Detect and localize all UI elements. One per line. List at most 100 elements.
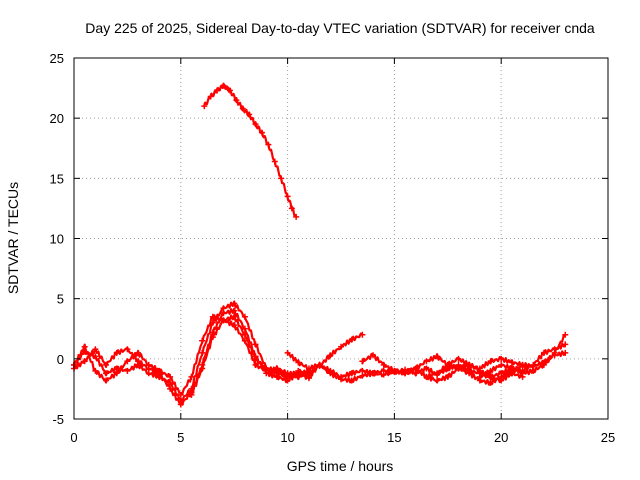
data-point [498, 361, 505, 368]
data-point [327, 367, 334, 374]
data-point [177, 391, 184, 398]
data-point [103, 377, 110, 384]
data-point [81, 343, 88, 350]
data-point [562, 349, 569, 356]
data-point [455, 355, 462, 362]
data-point [124, 367, 131, 374]
data-point [380, 371, 387, 378]
data-point [402, 370, 409, 377]
x-tick-label: 5 [177, 430, 184, 445]
data-point [295, 373, 302, 380]
x-axis-label: GPS time / hours [287, 458, 394, 474]
data-point [487, 379, 494, 386]
data-point [284, 371, 291, 378]
data-point [423, 373, 430, 380]
data-point [305, 365, 312, 372]
x-tick-label: 15 [387, 430, 401, 445]
y-tick-label: -5 [52, 412, 64, 427]
data-point [92, 346, 99, 353]
data-point [434, 353, 441, 360]
data-point [220, 317, 227, 324]
data-point [338, 373, 344, 380]
data-point [81, 358, 88, 365]
data-point [508, 359, 515, 366]
data-point [466, 370, 473, 377]
data-point [476, 365, 483, 372]
data-point [233, 97, 240, 104]
data-point [239, 105, 246, 112]
series-line [203, 82, 298, 218]
data-point [434, 370, 441, 377]
series-arc-7 [359, 352, 526, 386]
data-point [295, 359, 302, 366]
data-point [305, 373, 312, 380]
data-point [113, 370, 120, 377]
data-point [252, 355, 259, 362]
data-point [145, 361, 152, 368]
data-point [498, 373, 505, 380]
data-point [423, 358, 430, 365]
y-tick-label: 10 [50, 232, 64, 247]
data-point [278, 175, 285, 182]
data-point [284, 193, 291, 200]
data-point [348, 370, 355, 377]
data-point [188, 391, 195, 398]
data-point [380, 361, 387, 368]
data-point [293, 213, 300, 220]
data-point [273, 373, 280, 380]
data-point [231, 322, 238, 329]
y-tick-label: 20 [50, 111, 64, 126]
data-point [135, 358, 142, 365]
data-point [284, 377, 291, 384]
data-point [271, 158, 278, 165]
data-point [284, 349, 291, 356]
data-point [92, 367, 99, 374]
data-point [288, 205, 295, 212]
data-point [551, 349, 558, 356]
data-point [156, 367, 163, 374]
data-point [370, 370, 377, 377]
series-arc-8 [423, 349, 569, 384]
series-arc-3 [71, 313, 312, 398]
data-point [412, 365, 419, 372]
data-point [246, 111, 253, 118]
x-tick-label: 10 [280, 430, 294, 445]
series-arc-9 [476, 331, 569, 380]
data-point [444, 361, 451, 368]
data-point [338, 343, 344, 350]
data-point [487, 373, 494, 380]
chart-title: Day 225 of 2025, Sidereal Day-to-day VTE… [85, 20, 595, 36]
series-arc-high [201, 82, 300, 220]
y-tick-label: 0 [57, 352, 64, 367]
data-point [188, 373, 195, 380]
data-point [348, 336, 355, 343]
data-point [562, 331, 569, 338]
data-point [265, 141, 272, 148]
data-point [434, 377, 441, 384]
y-tick-label: 15 [50, 171, 64, 186]
data-point [135, 349, 142, 356]
y-tick-label: 25 [50, 51, 64, 66]
data-point [252, 121, 259, 128]
data-point [487, 358, 494, 365]
data-point [124, 346, 131, 353]
data-point [199, 365, 206, 372]
data-point [113, 349, 120, 356]
data-point [226, 87, 233, 94]
data-point [444, 373, 451, 380]
data-point [167, 373, 174, 380]
data-point [498, 355, 505, 362]
data-point [359, 358, 366, 365]
data-point [103, 361, 110, 368]
data-point [167, 385, 174, 392]
data-point [273, 367, 280, 374]
data-point [530, 367, 537, 374]
data-point [359, 331, 366, 338]
x-tick-label: 0 [70, 430, 77, 445]
data-point [519, 370, 526, 377]
data-point [466, 361, 473, 368]
data-point [220, 82, 227, 89]
data-point [103, 370, 110, 377]
data-point [177, 401, 184, 408]
data-point [258, 129, 265, 136]
